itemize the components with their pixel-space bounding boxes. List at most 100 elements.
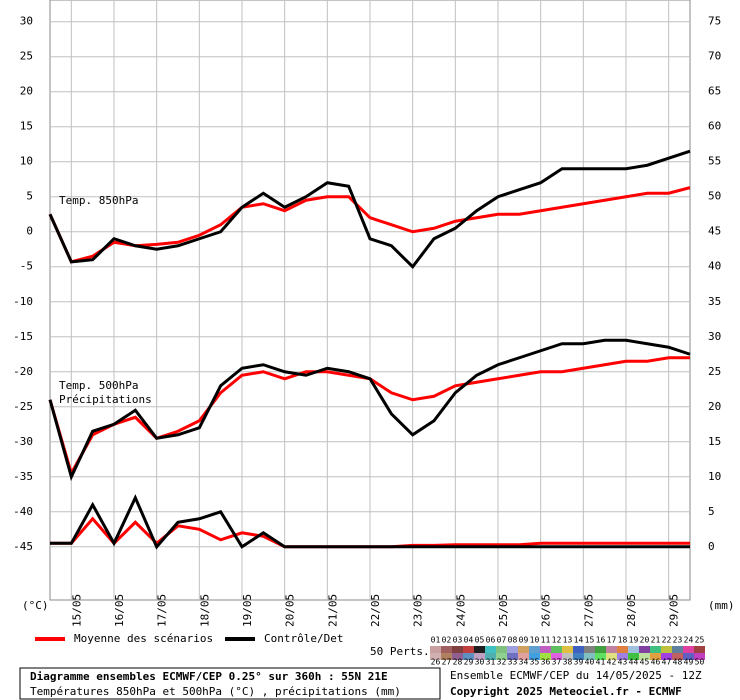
x-tick-label: 21/05 xyxy=(326,594,339,627)
y-tick-label: -25 xyxy=(13,400,33,413)
member-swatch xyxy=(485,646,496,653)
x-tick-label: 29/05 xyxy=(668,594,681,627)
member-label: 14 xyxy=(574,636,584,645)
mean-line xyxy=(48,186,691,264)
member-swatch xyxy=(430,646,441,653)
member-label: 10 xyxy=(530,636,540,645)
y2-axis-label: (mm) xyxy=(708,599,735,612)
member-swatch xyxy=(441,653,452,660)
member-swatch xyxy=(683,646,694,653)
member-swatch xyxy=(573,653,584,660)
y2-tick-label: 25 xyxy=(708,365,721,378)
member-swatch xyxy=(529,646,540,653)
member-label: 08 xyxy=(508,636,518,645)
y-tick-label: -5 xyxy=(20,260,33,273)
member-label: 34 xyxy=(519,658,529,667)
member-swatch xyxy=(683,653,694,660)
member-swatch xyxy=(606,646,617,653)
y2-tick-label: 75 xyxy=(708,15,721,28)
member-label: 16 xyxy=(596,636,606,645)
control-line xyxy=(48,149,691,270)
member-label: 17 xyxy=(607,636,617,645)
member-swatch xyxy=(474,646,485,653)
member-label: 43 xyxy=(618,658,628,667)
member-swatch xyxy=(496,653,507,660)
member-swatch xyxy=(650,646,661,653)
y-tick-label: 20 xyxy=(20,85,33,98)
member-swatch xyxy=(518,646,529,653)
member-label: 05 xyxy=(475,636,485,645)
member-swatch xyxy=(672,646,683,653)
y-tick-label: -30 xyxy=(13,435,33,448)
member-swatch xyxy=(441,646,452,653)
member-swatch xyxy=(562,653,573,660)
y-tick-label: 10 xyxy=(20,155,33,168)
member-label: 27 xyxy=(442,658,452,667)
member-label: 03 xyxy=(453,636,463,645)
y-tick-label: -15 xyxy=(13,330,33,343)
member-label: 21 xyxy=(651,636,661,645)
y2-tick-label: 40 xyxy=(708,260,721,273)
member-swatch xyxy=(463,646,474,653)
y-tick-label: 15 xyxy=(20,120,33,133)
y-tick-label: 25 xyxy=(20,50,33,63)
footer-title: Diagramme ensembles ECMWF/CEP 0.25° sur … xyxy=(30,670,388,683)
member-swatch xyxy=(562,646,573,653)
series-label: Précipitations xyxy=(59,393,152,406)
member-swatch xyxy=(452,646,463,653)
y-tick-label: -45 xyxy=(13,540,33,553)
x-tick-label: 16/05 xyxy=(113,594,126,627)
member-swatch xyxy=(694,646,705,653)
legend-label: Moyenne des scénarios xyxy=(74,632,213,645)
y2-tick-label: 65 xyxy=(708,85,721,98)
members-label: 50 Perts. xyxy=(370,645,430,658)
member-swatch xyxy=(694,653,705,660)
member-label: 44 xyxy=(629,658,639,667)
y2-tick-label: 70 xyxy=(708,50,721,63)
member-swatch xyxy=(463,653,474,660)
member-label: 33 xyxy=(508,658,518,667)
member-swatch xyxy=(551,653,562,660)
member-label: 36 xyxy=(541,658,551,667)
y-tick-label: -10 xyxy=(13,295,33,308)
control-line xyxy=(50,494,690,550)
y2-tick-label: 45 xyxy=(708,225,721,238)
run-info: Ensemble ECMWF/CEP du 14/05/2025 - 12Z xyxy=(450,669,702,682)
member-swatch xyxy=(606,653,617,660)
member-swatch xyxy=(617,646,628,653)
member-label: 24 xyxy=(684,636,694,645)
member-label: 19 xyxy=(629,636,639,645)
copyright: Copyright 2025 Meteociel.fr - ECMWF xyxy=(450,685,682,698)
y-axis-label: (°C) xyxy=(22,599,49,612)
y2-tick-label: 35 xyxy=(708,295,721,308)
member-label: 15 xyxy=(585,636,595,645)
member-label: 37 xyxy=(552,658,562,667)
y2-tick-label: 20 xyxy=(708,400,721,413)
member-label: 06 xyxy=(486,636,496,645)
member-swatch xyxy=(595,646,606,653)
x-tick-label: 18/05 xyxy=(198,594,211,627)
member-swatch xyxy=(551,646,562,653)
member-swatch xyxy=(573,646,584,653)
member-label: 38 xyxy=(563,658,573,667)
member-swatch xyxy=(628,646,639,653)
member-swatch xyxy=(540,646,551,653)
x-tick-label: 27/05 xyxy=(582,594,595,627)
y2-tick-label: 30 xyxy=(708,330,721,343)
member-swatch xyxy=(584,653,595,660)
member-label: 46 xyxy=(651,658,661,667)
member-swatch xyxy=(661,646,672,653)
y2-tick-label: 0 xyxy=(708,540,715,553)
member-label: 28 xyxy=(453,658,463,667)
x-tick-label: 28/05 xyxy=(625,594,638,627)
member-label: 47 xyxy=(662,658,672,667)
y-tick-label: 5 xyxy=(26,190,33,203)
y-tick-label: 0 xyxy=(26,225,33,238)
member-swatch xyxy=(540,653,551,660)
member-swatch xyxy=(496,646,507,653)
y2-tick-label: 50 xyxy=(708,190,721,203)
series-label: Temp. 500hPa xyxy=(59,379,138,392)
legend-label: Contrôle/Det xyxy=(264,632,343,645)
member-label: 29 xyxy=(464,658,474,667)
